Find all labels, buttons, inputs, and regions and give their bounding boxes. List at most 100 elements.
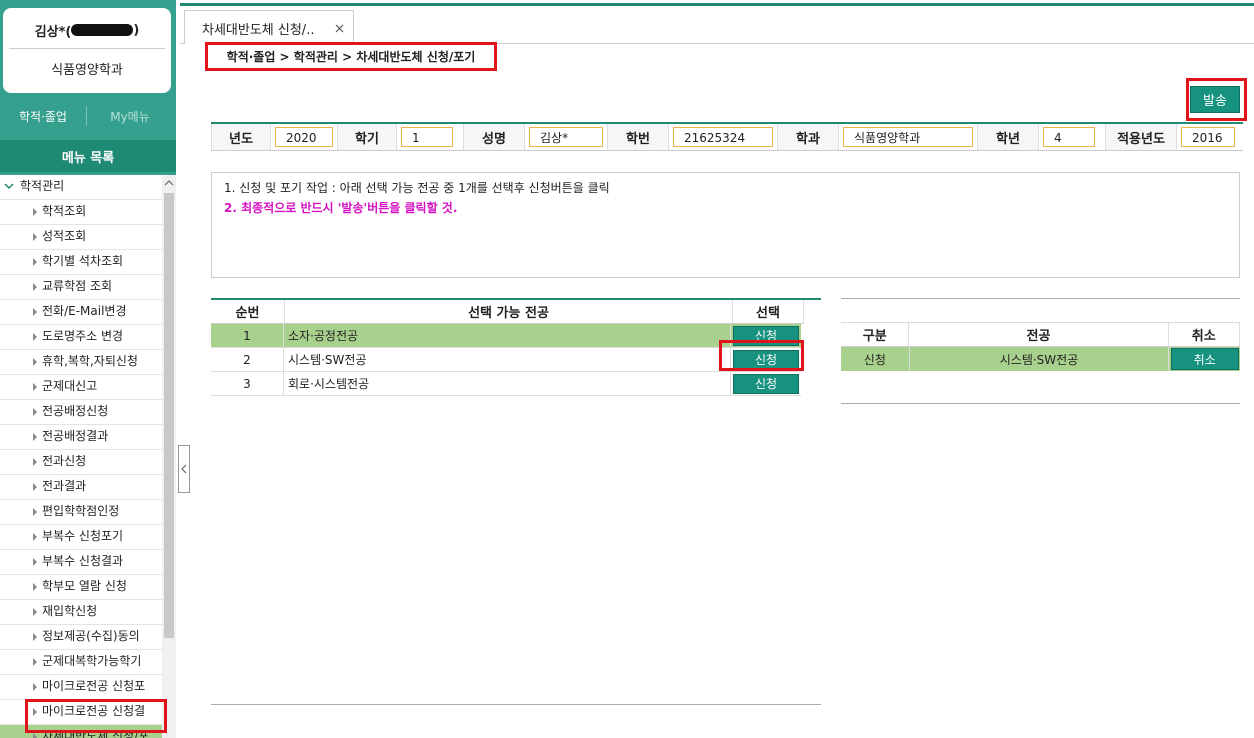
menu-item-label: 전과결과 — [42, 479, 87, 493]
tab-close[interactable] — [335, 24, 344, 33]
tab[interactable]: 차세대반도체 신청/.. — [184, 10, 354, 44]
menu-item-label: 전공배정결과 — [42, 429, 109, 443]
user-name: 김상*() — [3, 18, 171, 42]
info-label: 적용년도 — [1105, 124, 1176, 150]
menu-item[interactable]: 전화/E-Mail변경 — [0, 300, 162, 325]
menu-item[interactable]: 편입학학점인정 — [0, 500, 162, 525]
cancel-button[interactable]: 취소 — [1170, 348, 1239, 370]
button-cell: 신청 — [731, 372, 801, 396]
top-bar — [180, 3, 1254, 6]
info-value: 김상* — [529, 127, 603, 147]
menu-item-label: 마이크로전공 신청포 — [42, 679, 146, 693]
divider — [86, 106, 87, 126]
info-field: 김상* — [524, 124, 607, 150]
menu-item[interactable]: 군제대신고 — [0, 375, 162, 400]
cell: 1 — [211, 324, 284, 348]
sidebar-tab[interactable]: 학적·졸업 — [19, 109, 67, 124]
available-table: 순번 선택 가능 전공 선택 1 소자·공정전공 신청 2 시스템·SW전공 신청 3 회로·시스템… — [211, 298, 821, 396]
info-value: 2016 — [1181, 127, 1235, 147]
menu-item[interactable]: 마이크로전공 신청결 — [0, 700, 162, 725]
menu-item[interactable]: 교류학점 조회 — [0, 275, 162, 300]
name-prefix: 김상*( — [34, 24, 72, 40]
table-footer-line — [211, 704, 821, 705]
menu-group[interactable]: 학적관리 — [0, 175, 162, 200]
menu-item[interactable]: 휴학,복학,자퇴신청 — [0, 350, 162, 375]
menu-item[interactable]: 부복수 신청결과 — [0, 550, 162, 575]
menu-item-label: 재입학신청 — [42, 604, 98, 618]
info-label: 학기 — [337, 124, 396, 150]
menu-item-label: 학기별 석차조회 — [42, 254, 124, 268]
menu-item[interactable]: 마이크로전공 신청포 — [0, 675, 162, 700]
menu-item-label: 교류학점 조회 — [42, 279, 113, 293]
menu-item-label: 전공배정신청 — [42, 404, 109, 418]
menu-item[interactable]: 재입학신청 — [0, 600, 162, 625]
tab-line — [180, 43, 1254, 44]
menu-item[interactable]: 전과결과 — [0, 475, 162, 500]
notice-line: 2. 최종적으로 반드시 '발송'버튼을 클릭할 것. — [224, 201, 458, 215]
header-cell: 순번 — [211, 300, 285, 324]
menu-item[interactable]: 정보제공(수집)동의 — [0, 625, 162, 650]
table-row: 1 소자·공정전공 신청 — [211, 324, 801, 348]
info-label: 학과 — [777, 124, 838, 150]
header-cell: 선택 가능 전공 — [285, 300, 733, 324]
menu-item[interactable]: 학부모 열람 신청 — [0, 575, 162, 600]
menu-title: 메뉴 목록 — [0, 140, 176, 172]
scroll-up[interactable] — [164, 179, 174, 187]
cell: 2 — [211, 348, 284, 372]
divider — [9, 48, 165, 49]
apply-button[interactable]: 신청 — [733, 349, 799, 370]
menu-item[interactable]: 군제대복학가능학기 — [0, 650, 162, 675]
applied-bottom-line — [841, 403, 1240, 404]
group-label: 학적관리 — [20, 179, 65, 193]
sidebar-tab[interactable]: My메뉴 — [110, 109, 150, 124]
cell: 회로·시스템전공 — [284, 372, 731, 396]
notice-box: 1. 신청 및 포기 작업 : 아래 선택 가능 전공 중 1개를 선택후 신청… — [211, 172, 1240, 278]
info-field: 4 — [1038, 124, 1105, 150]
info-value: 4 — [1043, 127, 1095, 147]
menu-item[interactable]: 학기별 석차조회 — [0, 250, 162, 275]
notice-line: 1. 신청 및 포기 작업 : 아래 선택 가능 전공 중 1개를 선택후 신청… — [224, 181, 610, 195]
menu-item-label: 학적조회 — [42, 204, 87, 218]
menu-item[interactable]: 전공배정결과 — [0, 425, 162, 450]
menu-item-label: 부복수 신청결과 — [42, 554, 124, 568]
menu-item[interactable]: 전공배정신청 — [0, 400, 162, 425]
user-dept: 식품영양학과 — [51, 62, 123, 78]
highlight-box — [25, 699, 167, 733]
menu-item-label: 정보제공(수집)동의 — [42, 629, 140, 643]
info-field: 1 — [396, 124, 463, 150]
table-row: 3 회로·시스템전공 신청 — [211, 372, 801, 396]
header-cell: 전공 — [909, 323, 1169, 347]
menu-item[interactable]: 성적조회 — [0, 225, 162, 250]
button-cell: 취소 — [1169, 347, 1240, 371]
menu-item[interactable]: 전과신청 — [0, 450, 162, 475]
apply-button[interactable]: 신청 — [733, 373, 799, 394]
menu-item-label: 휴학,복학,자퇴신청 — [42, 354, 138, 368]
header-cell: 선택 — [733, 300, 804, 324]
table-row: 신청 시스템·SW전공 취소 — [841, 347, 1240, 371]
redaction — [71, 24, 134, 36]
menu-item-label: 군제대복학가능학기 — [42, 654, 142, 668]
info-value: 1 — [401, 127, 453, 147]
menu-item-label: 마이크로전공 신청결 — [42, 704, 146, 718]
menu-item[interactable]: 부복수 신청포기 — [0, 525, 162, 550]
menu-item[interactable]: 학적조회 — [0, 200, 162, 225]
cell: 시스템·SW전공 — [910, 347, 1170, 371]
info-label: 성명 — [463, 124, 524, 150]
info-field: 식품영양학과 — [838, 124, 977, 150]
menu-item-label: 부복수 신청포기 — [42, 529, 124, 543]
scroll-thumb — [164, 193, 174, 638]
cell: 3 — [211, 372, 284, 396]
menu-item-label: 전과신청 — [42, 454, 87, 468]
info-field: 2020 — [270, 124, 337, 150]
send-button[interactable]: 발송 — [1190, 86, 1240, 113]
menu-item[interactable]: 도로명주소 변경 — [0, 325, 162, 350]
info-label: 학번 — [607, 124, 668, 150]
menu-item-label: 도로명주소 변경 — [42, 329, 124, 343]
header-cell: 취소 — [1168, 323, 1240, 347]
table-header: 순번 선택 가능 전공 선택 — [211, 300, 821, 324]
menu-item-label: 학부모 열람 신청 — [42, 579, 127, 593]
collapse-handle[interactable] — [178, 445, 190, 493]
menu-item-label: 전화/E-Mail변경 — [42, 304, 127, 318]
user-card: 김상*() 식품영양학과 — [3, 8, 171, 93]
